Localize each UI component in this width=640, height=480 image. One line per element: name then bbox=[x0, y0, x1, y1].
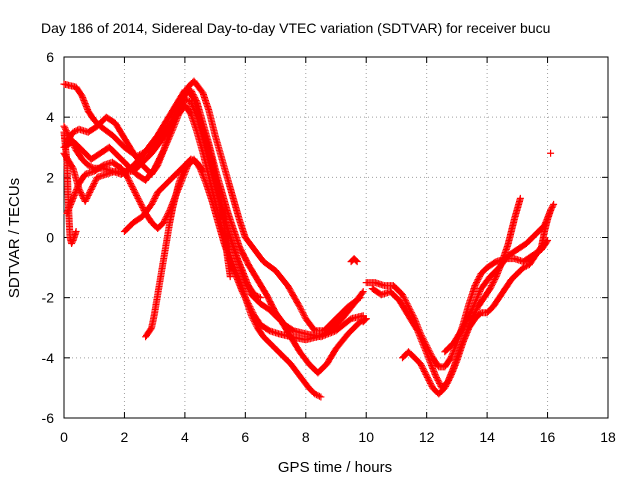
marker-trace bbox=[60, 128, 80, 247]
x-tick-label: 16 bbox=[540, 429, 556, 445]
x-tick-label: 0 bbox=[60, 429, 68, 445]
x-tick-label: 14 bbox=[479, 429, 495, 445]
marker-trace bbox=[142, 155, 195, 341]
x-tick-label: 2 bbox=[121, 429, 129, 445]
y-tick-label: 2 bbox=[46, 169, 54, 185]
series-track-15 bbox=[399, 200, 558, 398]
data-points bbox=[60, 77, 558, 401]
x-tick-label: 6 bbox=[241, 429, 249, 445]
y-tick-label: 6 bbox=[46, 49, 54, 65]
series-track-5 bbox=[60, 101, 325, 401]
chart-title: Day 186 of 2014, Sidereal Day-to-day VTE… bbox=[41, 20, 550, 36]
series-track-17 bbox=[547, 149, 555, 157]
x-tick-label: 8 bbox=[302, 429, 310, 445]
x-tick-label: 4 bbox=[181, 429, 189, 445]
y-tick-label: 4 bbox=[46, 109, 54, 125]
x-tick-label: 10 bbox=[358, 429, 374, 445]
series-track-9 bbox=[142, 155, 195, 341]
x-tick-label: 18 bbox=[600, 429, 616, 445]
marker-trace bbox=[347, 255, 361, 266]
y-axis-label: SDTVAR / TECUs bbox=[6, 178, 23, 298]
series-track-11 bbox=[347, 255, 361, 266]
y-tick-label: -2 bbox=[42, 290, 55, 306]
series-track-16 bbox=[441, 206, 555, 356]
marker-trace bbox=[441, 206, 555, 356]
series-track-10 bbox=[199, 125, 234, 281]
axis-ticks: 0 2 4 6 8 10 12 14 16 18 -6 -4 -2 0 2 4 6 bbox=[42, 49, 616, 445]
series-track-12 bbox=[359, 315, 370, 326]
marker-trace bbox=[199, 125, 234, 281]
x-tick-label: 12 bbox=[419, 429, 435, 445]
marker-trace bbox=[399, 200, 558, 398]
y-tick-label: -6 bbox=[42, 410, 55, 426]
grid-lines bbox=[64, 57, 608, 418]
y-tick-label: -4 bbox=[42, 350, 55, 366]
series-track-7 bbox=[60, 128, 80, 247]
marker-trace bbox=[60, 101, 325, 401]
y-tick-label: 0 bbox=[46, 230, 54, 246]
x-axis-label: GPS time / hours bbox=[278, 459, 392, 476]
marker-trace bbox=[359, 315, 370, 326]
marker-trace bbox=[547, 149, 555, 157]
